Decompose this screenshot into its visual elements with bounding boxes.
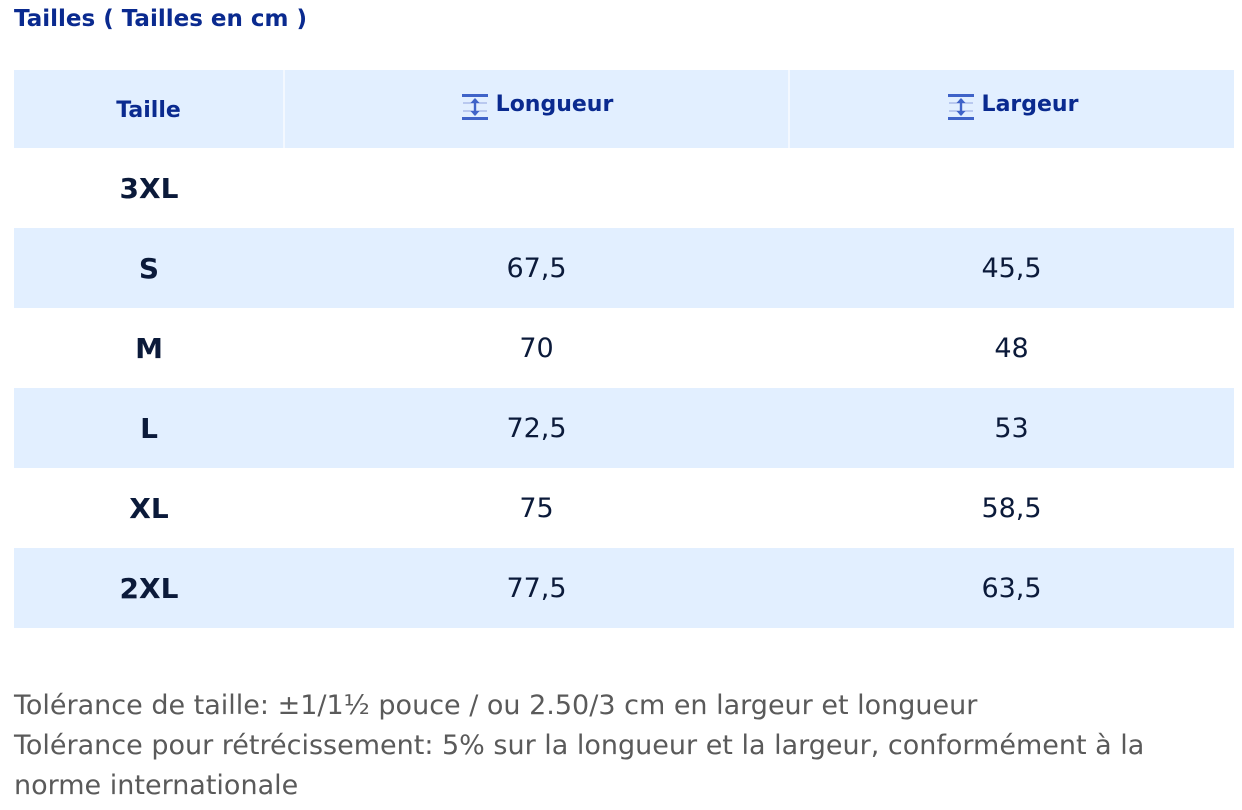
shrinkage-tolerance-note: Tolérance pour rétrécissement: 5% sur la…: [14, 730, 1145, 801]
size-cell: 2XL: [119, 571, 179, 605]
size-cell: XL: [129, 491, 169, 525]
width-cell: 53: [994, 412, 1029, 444]
size-cell: L: [140, 411, 158, 445]
page-title: Tailles ( Tailles en cm ): [14, 6, 308, 32]
width-cell: 48: [994, 332, 1029, 364]
length-cell: 77,5: [506, 572, 567, 604]
table-row: L 72,5 53: [14, 388, 1234, 468]
header-length-label: Longueur: [495, 91, 614, 117]
notes-section: Tolérance de taille: ±1/1½ pouce / ou 2.…: [14, 686, 1229, 806]
length-cell: [284, 148, 789, 228]
table-row: 3XL: [14, 148, 1234, 228]
size-cell: M: [135, 331, 163, 365]
size-cell: 3XL: [119, 171, 179, 205]
table-row: XL 75 58,5: [14, 468, 1234, 548]
header-size: Taille: [14, 70, 284, 148]
header-length: Longueur: [283, 70, 789, 148]
header-size-label: Taille: [116, 97, 181, 123]
header-width-label: Largeur: [981, 91, 1079, 117]
vertical-measure-icon: [461, 94, 488, 120]
width-cell: 63,5: [981, 572, 1042, 604]
table-row: S 67,5 45,5: [14, 228, 1234, 308]
width-cell: 58,5: [981, 492, 1042, 524]
header-width: Largeur: [788, 70, 1234, 148]
length-cell: 70: [519, 332, 554, 364]
table-row: M 70 48: [14, 308, 1234, 388]
width-cell: 45,5: [981, 252, 1042, 284]
size-cell: S: [138, 251, 160, 285]
size-tolerance-note: Tolérance de taille: ±1/1½ pouce / ou 2.…: [14, 690, 978, 721]
size-chart-table: Taille Longueur: [14, 70, 1234, 628]
length-cell: 67,5: [506, 252, 567, 284]
length-cell: 72,5: [506, 412, 567, 444]
width-cell: [789, 148, 1234, 228]
table-header-row: Taille Longueur: [14, 70, 1234, 148]
vertical-measure-icon: [947, 94, 974, 120]
table-row: 2XL 77,5 63,5: [14, 548, 1234, 628]
length-cell: 75: [519, 492, 554, 524]
